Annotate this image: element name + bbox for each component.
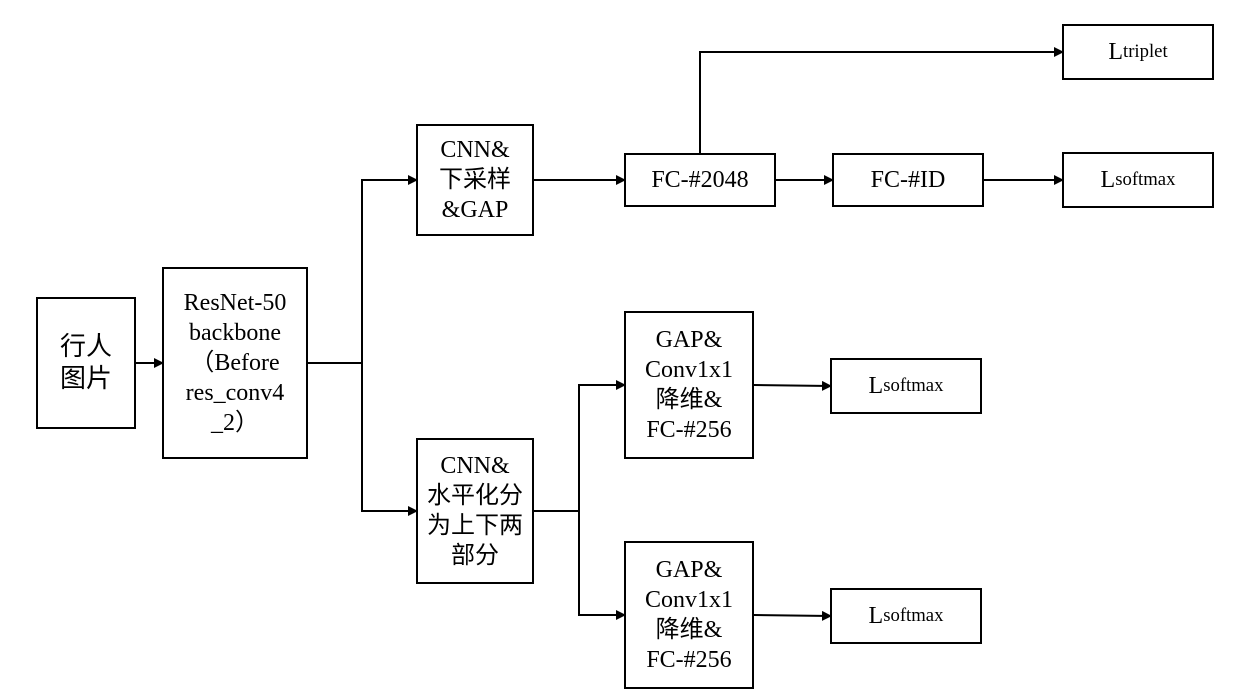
node-lsoftmax1: Lsoftmax: [1062, 152, 1214, 208]
diagram-stage: 行人图片 ResNet-50backbone（Beforeres_conv4_2…: [0, 0, 1240, 696]
node-gap-down: GAP&Conv1x1降维&FC-#256: [624, 541, 754, 689]
node-backbone: ResNet-50backbone（Beforeres_conv4_2）: [162, 267, 308, 459]
node-cnn-bot: CNN&水平化分为上下两部分: [416, 438, 534, 584]
node-fc2048: FC-#2048: [624, 153, 776, 207]
node-lsoftmax2: Lsoftmax: [830, 358, 982, 414]
node-input: 行人图片: [36, 297, 136, 429]
node-cnn-top: CNN&下采样&GAP: [416, 124, 534, 236]
node-gap-up: GAP&Conv1x1降维&FC-#256: [624, 311, 754, 459]
node-fcid: FC-#ID: [832, 153, 984, 207]
node-lsoftmax3: Lsoftmax: [830, 588, 982, 644]
node-ltriplet: Ltriplet: [1062, 24, 1214, 80]
